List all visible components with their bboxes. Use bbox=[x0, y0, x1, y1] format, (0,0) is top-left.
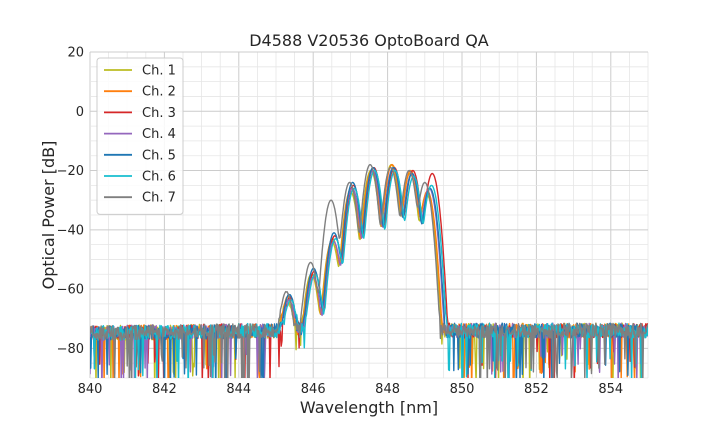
y-tick-label: −80 bbox=[57, 342, 84, 357]
series-layer bbox=[90, 163, 648, 378]
y-tick-label: −20 bbox=[57, 164, 84, 179]
legend-label: Ch. 4 bbox=[142, 127, 176, 142]
y-tick-label: 20 bbox=[67, 46, 84, 61]
tick-labels: 840 842 844 846 848 850 852 854 −80 −60 −40 −20 0 20 bbox=[57, 46, 624, 398]
x-tick-label: 840 bbox=[78, 382, 103, 397]
x-tick-label: 846 bbox=[301, 382, 326, 397]
legend-label: Ch. 7 bbox=[142, 191, 176, 206]
series-line-7 bbox=[90, 163, 648, 378]
legend-label: Ch. 3 bbox=[142, 106, 176, 121]
x-tick-label: 854 bbox=[598, 382, 623, 397]
legend: Ch. 1 Ch. 2 Ch. 3 Ch. 4 Ch. 5 Ch. 6 Ch. 7 bbox=[96, 57, 184, 215]
legend-label: Ch. 6 bbox=[142, 170, 176, 185]
x-tick-label: 850 bbox=[450, 382, 475, 397]
x-tick-label: 852 bbox=[524, 382, 549, 397]
chart-title: D4588 V20536 OptoBoard QA bbox=[249, 31, 489, 50]
x-tick-label: 842 bbox=[152, 382, 177, 397]
legend-label: Ch. 1 bbox=[142, 64, 176, 79]
x-tick-label: 848 bbox=[375, 382, 400, 397]
y-tick-label: −60 bbox=[57, 283, 84, 298]
legend-label: Ch. 2 bbox=[142, 85, 176, 100]
x-axis-label: Wavelength [nm] bbox=[300, 398, 438, 417]
y-tick-label: −40 bbox=[57, 223, 84, 238]
y-axis-label: Optical Power [dB] bbox=[39, 141, 58, 290]
y-tick-label: 0 bbox=[76, 105, 84, 120]
legend-label: Ch. 5 bbox=[142, 148, 176, 163]
x-tick-label: 844 bbox=[226, 382, 251, 397]
